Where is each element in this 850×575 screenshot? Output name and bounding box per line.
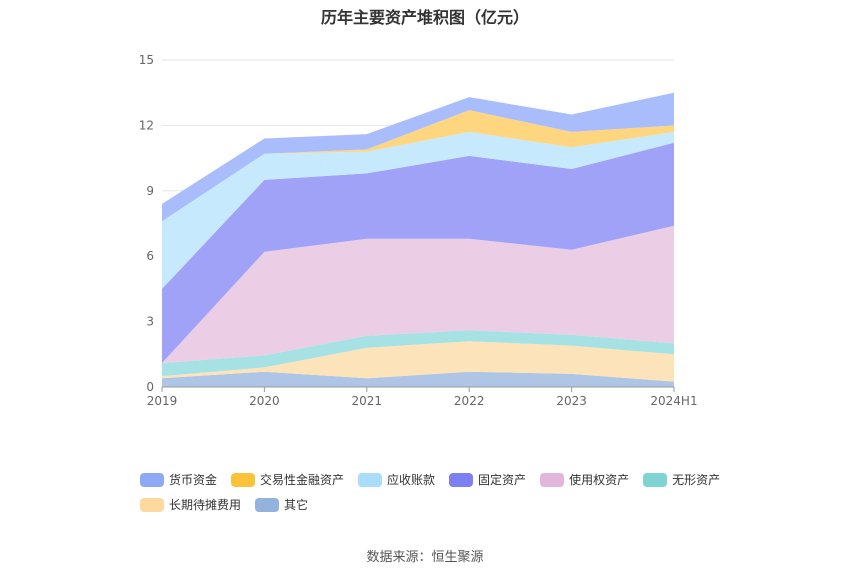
x-tick-label: 2021 [352,394,383,408]
legend-label: 固定资产 [478,473,527,487]
y-tick-label: 6 [146,249,154,263]
legend-item[interactable]: 固定资产 [449,472,526,487]
series-area [162,131,674,289]
axis-layer: 0 3 6 9 12 15 2019 2020 2021 2022 2023 2024H1 [139,53,698,408]
legend-swatch [231,472,256,487]
legend-swatch [255,497,280,512]
y-tick-label: 15 [139,53,154,67]
x-tick-label: 2020 [249,394,280,408]
legend-label: 货币资金 [169,473,218,487]
x-tick-label: 2024H1 [650,394,697,408]
legend-swatch [140,472,164,487]
legend: 货币资金 交易性金融资产 应收账款 固定资产 使用权资产 无形资产 长期待摊费用… [140,472,740,512]
legend-item[interactable]: 应收账款 [358,472,435,487]
x-tick-label: 2019 [147,394,178,408]
legend-item[interactable]: 使用权资产 [540,472,629,487]
series-area [162,110,674,222]
series-area [162,225,674,363]
series-area [162,142,674,363]
legend-swatch [140,497,164,512]
y-tick-label: 3 [146,315,154,329]
legend-swatch [643,472,668,487]
legend-label: 交易性金融资产 [260,473,345,487]
y-tick-label: 0 [146,380,154,394]
legend-item[interactable]: 无形资产 [643,472,720,487]
y-tick-label: 12 [139,118,154,132]
legend-swatch [449,472,474,487]
series-area [162,371,674,387]
legend-label: 长期待摊费用 [169,498,242,512]
legend-item[interactable]: 交易性金融资产 [231,472,344,487]
y-tick-label: 9 [146,184,154,198]
legend-label: 使用权资产 [569,473,630,487]
legend-label: 无形资产 [672,473,721,487]
x-tick-label: 2022 [454,394,485,408]
series-area [162,92,674,222]
legend-item[interactable]: 货币资金 [140,472,217,487]
legend-item[interactable]: 其它 [255,497,308,512]
legend-swatch [358,472,383,487]
stacked-area-chart: 0 3 6 9 12 15 2019 2020 2021 2022 2023 2024H1 [139,53,698,408]
area-layer [162,92,674,387]
legend-item[interactable]: 长期待摊费用 [140,497,241,512]
series-area [162,341,674,382]
data-source-note: 数据来源：恒生聚源 [366,550,484,565]
legend-label: 其它 [284,498,309,512]
x-tick-label: 2023 [556,394,587,408]
chart-title: 历年主要资产堆积图（亿元） [320,8,529,27]
series-area [162,330,674,377]
legend-label: 应收账款 [387,473,436,487]
legend-swatch [540,472,565,487]
